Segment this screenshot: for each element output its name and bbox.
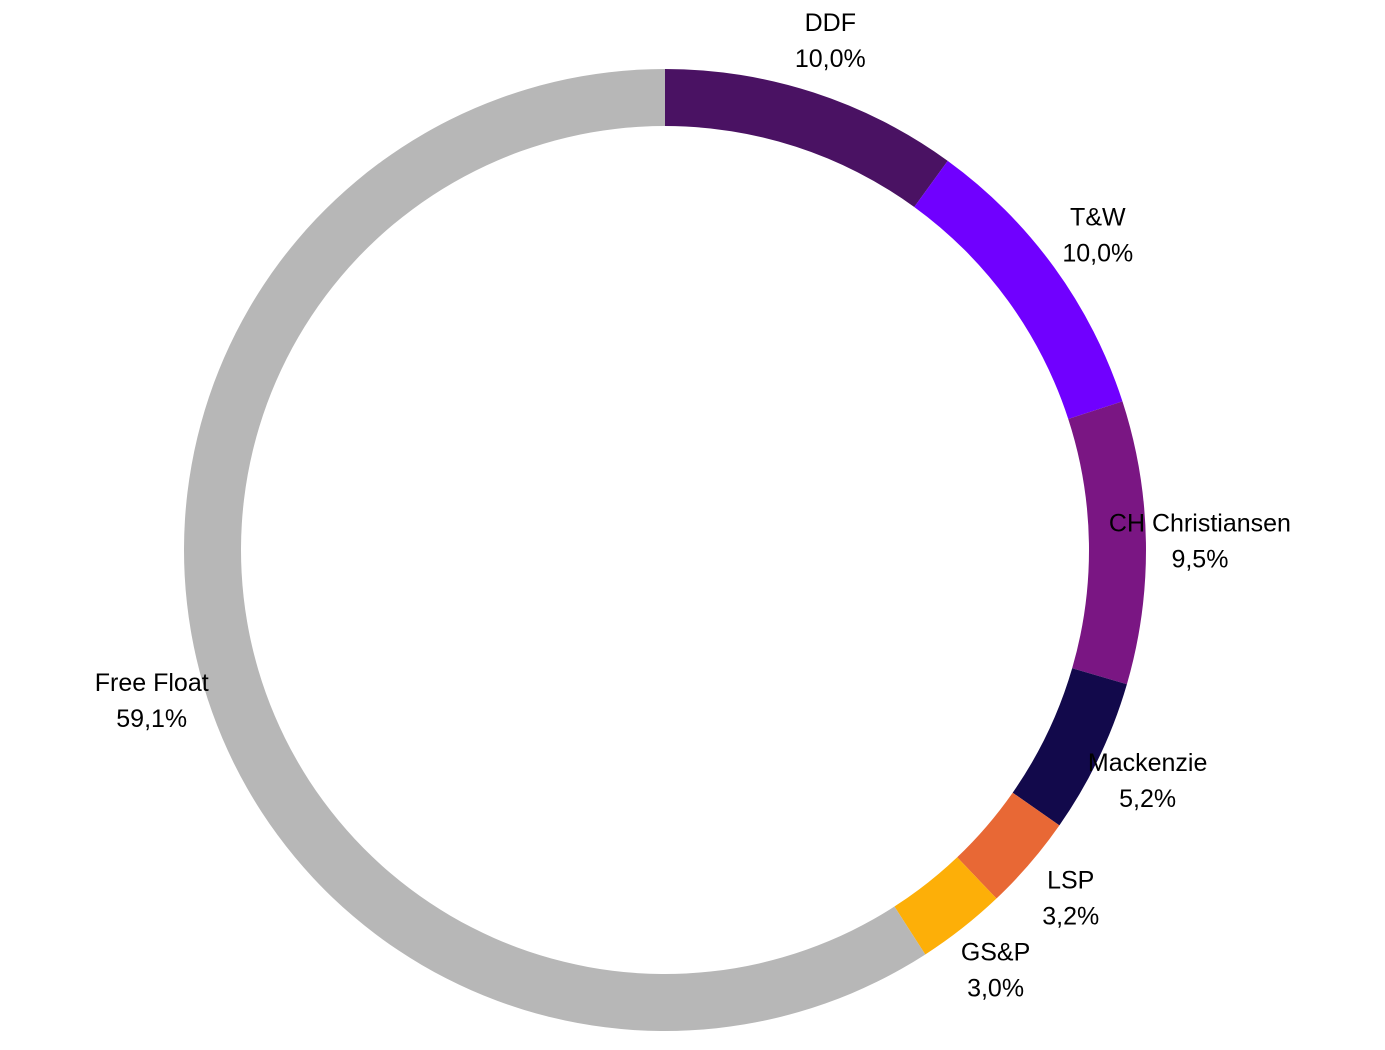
slice-ddf	[665, 69, 948, 207]
slice-label-value: 3,0%	[967, 975, 1024, 1003]
slice-label-name: T&W	[1070, 204, 1126, 232]
slice-label-name: DDF	[805, 9, 856, 37]
slice-label-value: 59,1%	[116, 705, 187, 733]
slice-label-free-float: Free Float 59,1%	[95, 669, 209, 733]
slice-label-ddf: DDF 10,0%	[795, 9, 866, 73]
slice-label-gsandp: GS&P 3,0%	[961, 939, 1030, 1003]
slice-labels: DDF 10,0% T&W 10,0% CH Christiansen 9,5% Macke…	[95, 9, 1291, 1002]
slice-label-value: 9,5%	[1171, 546, 1228, 574]
slice-gsandp	[894, 857, 997, 955]
slice-tandw	[914, 160, 1123, 419]
slice-label-value: 5,2%	[1119, 785, 1176, 813]
slice-label-name: GS&P	[961, 939, 1030, 967]
slice-label-value: 3,2%	[1042, 903, 1099, 931]
slice-label-mackenzie: Mackenzie 5,2%	[1088, 749, 1208, 813]
slice-label-tandw: T&W 10,0%	[1062, 204, 1133, 268]
slice-lsp	[957, 792, 1060, 899]
slice-label-name: CH Christiansen	[1109, 510, 1291, 538]
slice-ch-christiansen	[1068, 401, 1146, 685]
slice-label-value: 10,0%	[1062, 240, 1133, 268]
slice-free-float	[184, 69, 926, 1031]
slice-mackenzie	[1012, 668, 1127, 826]
slice-label-name: Mackenzie	[1088, 749, 1208, 777]
slice-label-name: Free Float	[95, 669, 209, 697]
slice-label-value: 10,0%	[795, 45, 866, 73]
slice-label-ch-christiansen: CH Christiansen 9,5%	[1109, 510, 1291, 574]
slice-label-name: LSP	[1047, 867, 1094, 895]
donut-slices	[184, 69, 1146, 1031]
slice-label-lsp: LSP 3,2%	[1042, 867, 1099, 931]
